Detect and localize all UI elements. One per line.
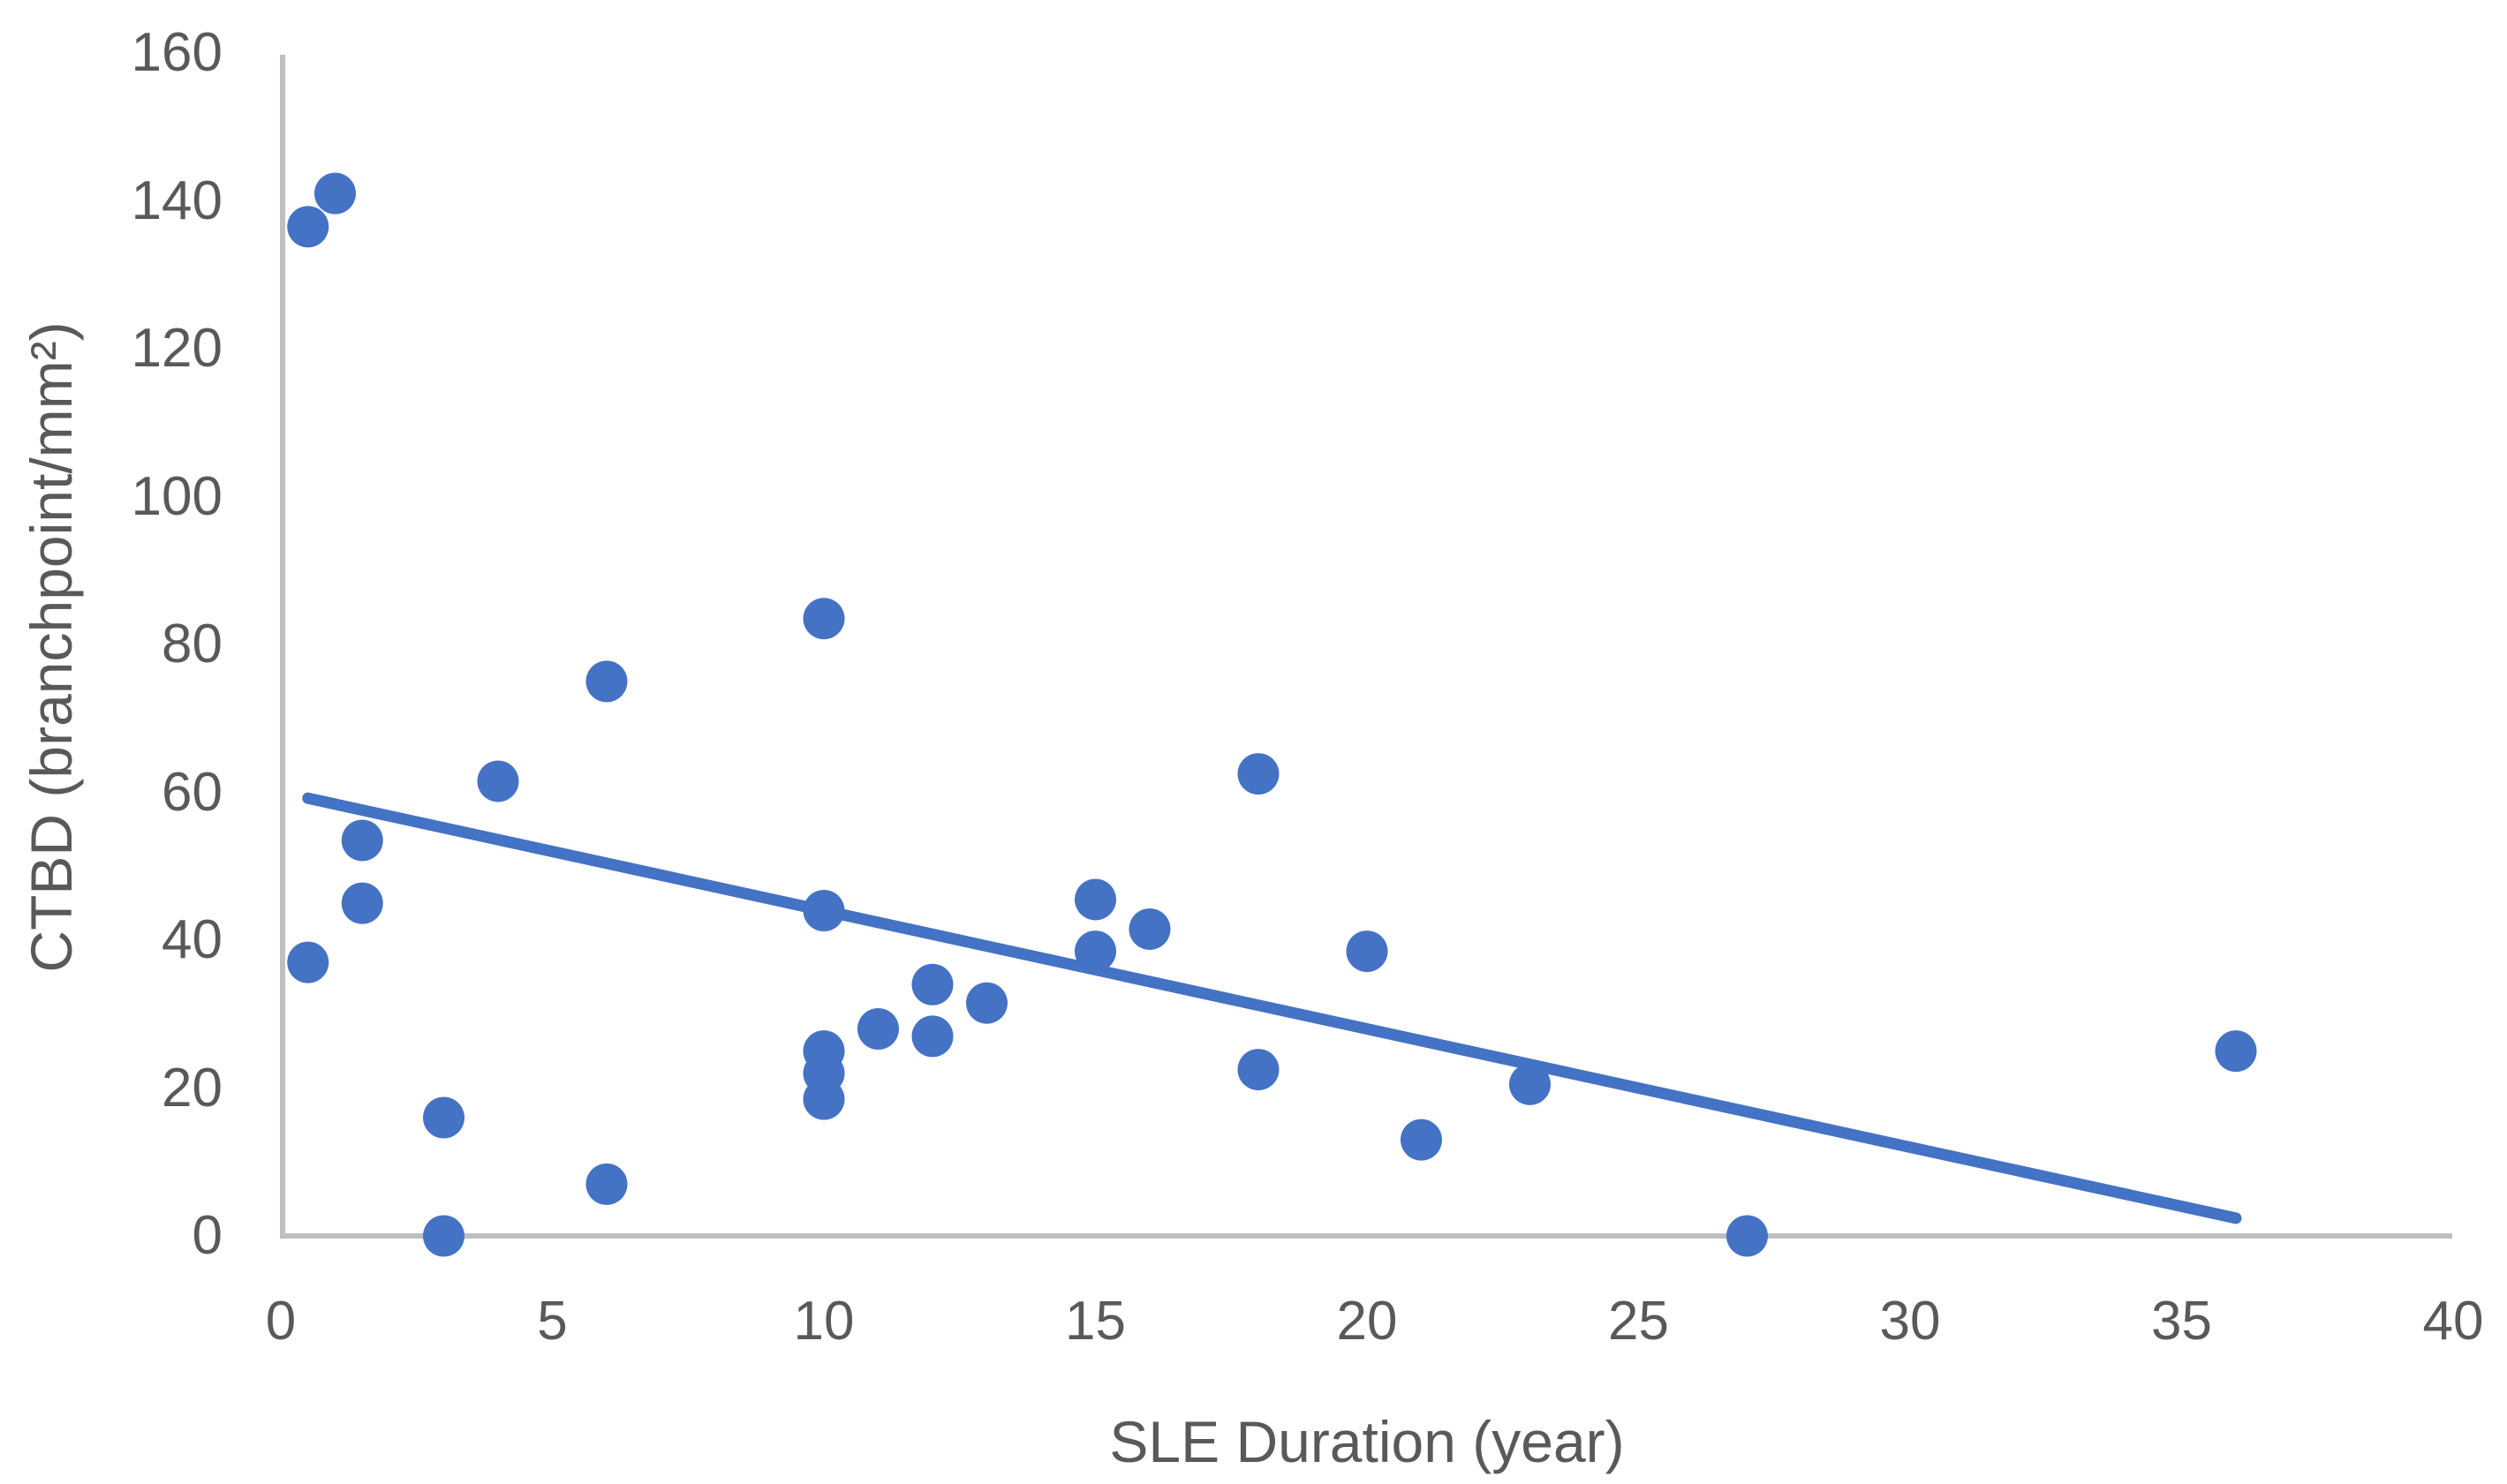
data-point	[287, 206, 329, 248]
y-tick-label: 140	[131, 169, 223, 231]
data-point	[911, 1015, 954, 1058]
data-point	[1509, 1063, 1551, 1105]
data-point	[585, 660, 628, 703]
data-point	[1401, 1119, 1442, 1161]
data-point	[803, 1078, 845, 1120]
data-point	[314, 172, 356, 215]
x-tick-label: 10	[793, 1291, 855, 1352]
x-tick-label: 20	[1336, 1291, 1398, 1352]
x-axis-title: SLE Duration (year)	[1109, 1409, 1625, 1474]
data-point	[1726, 1215, 1768, 1257]
data-point	[966, 982, 1008, 1024]
x-tick-label: 15	[1065, 1291, 1126, 1352]
y-tick-label: 160	[131, 22, 223, 83]
y-tick-label: 20	[162, 1057, 223, 1119]
y-tick-label: 60	[162, 761, 223, 823]
data-point	[1075, 878, 1116, 921]
x-tick-label: 0	[265, 1291, 297, 1352]
x-tick-label: 25	[1608, 1291, 1669, 1352]
data-point	[423, 1096, 464, 1139]
data-point	[341, 882, 383, 924]
y-tick-label: 80	[162, 614, 223, 674]
data-point	[477, 760, 519, 802]
trend-line	[302, 792, 2242, 1224]
y-tick-label: 120	[131, 318, 223, 379]
x-tick-label: 5	[537, 1291, 568, 1352]
data-point	[1129, 908, 1171, 950]
x-tick-label: 35	[2151, 1291, 2212, 1352]
data-point	[287, 941, 329, 983]
y-tick-label: 100	[131, 465, 223, 527]
data-point	[423, 1215, 464, 1257]
data-point	[1237, 753, 1280, 795]
data-point	[585, 1163, 628, 1205]
data-point	[341, 819, 383, 862]
data-point	[1346, 930, 1388, 973]
y-tick-label: 0	[192, 1205, 223, 1266]
y-tick-label: 40	[162, 909, 223, 970]
data-point	[2215, 1030, 2257, 1073]
data-point	[803, 598, 845, 640]
data-point	[911, 963, 954, 1006]
data-point	[1237, 1049, 1280, 1091]
data-point	[857, 1008, 899, 1050]
x-tick-label: 40	[2422, 1291, 2484, 1352]
x-tick-label: 30	[1879, 1291, 1941, 1352]
y-axis-title: CTBD (branchpoint/mm²)	[19, 321, 84, 973]
